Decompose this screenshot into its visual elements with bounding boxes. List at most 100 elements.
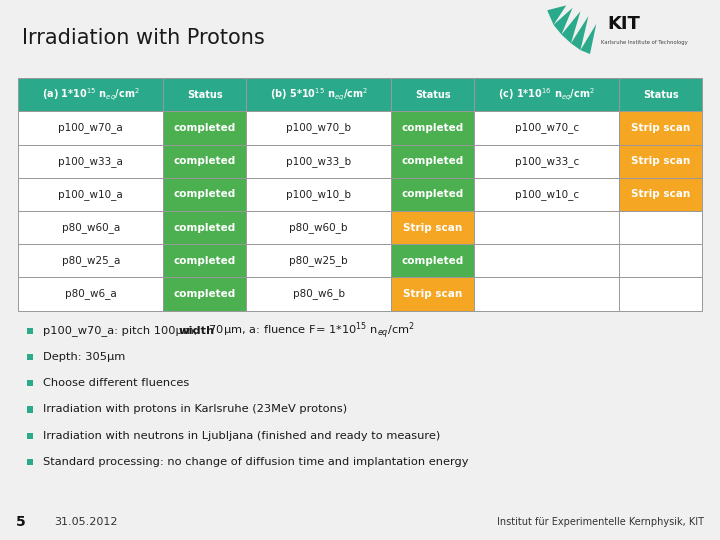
Text: KIT: KIT <box>608 15 640 33</box>
Text: completed: completed <box>174 222 236 233</box>
Text: Irradiation with Protons: Irradiation with Protons <box>22 28 264 48</box>
Bar <box>18 145 163 178</box>
Text: Strip scan: Strip scan <box>631 190 690 199</box>
Text: p100_w70_b: p100_w70_b <box>287 123 351 133</box>
Text: p100_w70_a: pitch 100μm,: p100_w70_a: pitch 100μm, <box>43 325 201 336</box>
Bar <box>246 178 392 211</box>
Bar <box>18 244 163 278</box>
Bar <box>18 78 163 111</box>
Text: p80_w25_a: p80_w25_a <box>61 255 120 266</box>
Bar <box>474 244 619 278</box>
Polygon shape <box>571 16 588 50</box>
Text: Status: Status <box>415 90 451 100</box>
Bar <box>163 145 246 178</box>
Text: (b) 5*10$^{15}$ n$_{eq}$/cm$^{2}$: (b) 5*10$^{15}$ n$_{eq}$/cm$^{2}$ <box>269 87 368 103</box>
Text: Standard processing: no change of diffusion time and implantation energy: Standard processing: no change of diffus… <box>43 457 469 467</box>
Text: Strip scan: Strip scan <box>631 123 690 133</box>
Bar <box>619 78 702 111</box>
Text: p100_w33_a: p100_w33_a <box>58 156 123 167</box>
Text: Irradiation with protons in Karlsruhe (23MeV protons): Irradiation with protons in Karlsruhe (2… <box>43 404 347 415</box>
Bar <box>392 145 474 178</box>
Bar <box>18 278 163 310</box>
Text: Choose different fluences: Choose different fluences <box>43 378 189 388</box>
Bar <box>619 244 702 278</box>
Text: p80_w6_b: p80_w6_b <box>293 288 345 299</box>
Bar <box>163 78 246 111</box>
Bar <box>246 244 392 278</box>
Text: completed: completed <box>402 190 464 199</box>
Bar <box>27 354 33 360</box>
Bar <box>246 278 392 310</box>
Bar <box>163 211 246 244</box>
Bar <box>474 145 619 178</box>
Bar <box>474 278 619 310</box>
Bar <box>392 278 474 310</box>
Bar <box>27 407 33 413</box>
Bar <box>619 178 702 211</box>
Bar <box>246 111 392 145</box>
Polygon shape <box>554 8 572 35</box>
Text: p100_w10_b: p100_w10_b <box>287 189 351 200</box>
Text: Strip scan: Strip scan <box>631 156 690 166</box>
Text: p80_w60_b: p80_w60_b <box>289 222 348 233</box>
Bar <box>474 111 619 145</box>
Text: 5: 5 <box>16 516 26 529</box>
Polygon shape <box>580 24 596 54</box>
Bar <box>619 111 702 145</box>
Bar <box>392 78 474 111</box>
Text: Depth: 305μm: Depth: 305μm <box>43 352 125 362</box>
Text: p80_w25_b: p80_w25_b <box>289 255 348 266</box>
Text: 70μm, a: fluence F= 1*10$^{15}$ n$_{eq}$/cm$^{2}$: 70μm, a: fluence F= 1*10$^{15}$ n$_{eq}$… <box>205 320 415 341</box>
Text: p100_w10_a: p100_w10_a <box>58 189 123 200</box>
Bar <box>474 178 619 211</box>
Bar <box>27 380 33 386</box>
Text: p100_w33_b: p100_w33_b <box>286 156 351 167</box>
Bar <box>619 211 702 244</box>
Text: 31.05.2012: 31.05.2012 <box>54 517 117 528</box>
Bar <box>163 244 246 278</box>
Text: p100_w10_c: p100_w10_c <box>515 189 579 200</box>
Bar <box>18 178 163 211</box>
Text: Status: Status <box>187 90 222 100</box>
Bar <box>246 211 392 244</box>
Polygon shape <box>562 11 580 43</box>
Bar <box>246 145 392 178</box>
Bar <box>619 278 702 310</box>
Text: Irradiation with neutrons in Ljubljana (finished and ready to measure): Irradiation with neutrons in Ljubljana (… <box>43 431 441 441</box>
Bar <box>392 178 474 211</box>
Bar <box>27 433 33 439</box>
Polygon shape <box>547 5 566 25</box>
Text: completed: completed <box>174 156 236 166</box>
Bar <box>18 111 163 145</box>
Bar <box>392 111 474 145</box>
Text: p100_w70_a: p100_w70_a <box>58 123 123 133</box>
Bar <box>392 244 474 278</box>
Bar <box>18 211 163 244</box>
Text: p100_w33_c: p100_w33_c <box>515 156 579 167</box>
Bar <box>474 78 619 111</box>
Text: p80_w60_a: p80_w60_a <box>62 222 120 233</box>
Text: p100_w70_c: p100_w70_c <box>515 123 579 133</box>
Text: Karlsruhe Institute of Technology: Karlsruhe Institute of Technology <box>601 40 688 45</box>
Bar <box>27 328 33 334</box>
Text: completed: completed <box>402 256 464 266</box>
Text: p80_w6_a: p80_w6_a <box>65 288 117 299</box>
Text: width: width <box>179 326 215 336</box>
Text: completed: completed <box>402 123 464 133</box>
Text: completed: completed <box>174 289 236 299</box>
Text: Strip scan: Strip scan <box>403 289 462 299</box>
Text: completed: completed <box>174 190 236 199</box>
Bar <box>619 145 702 178</box>
Bar <box>163 111 246 145</box>
Text: (c) 1*10$^{16}$ n$_{eq}$/cm$^{2}$: (c) 1*10$^{16}$ n$_{eq}$/cm$^{2}$ <box>498 87 595 103</box>
Bar <box>163 278 246 310</box>
Text: completed: completed <box>174 123 236 133</box>
Bar <box>246 78 392 111</box>
Text: Strip scan: Strip scan <box>403 222 462 233</box>
Bar <box>27 459 33 465</box>
Bar <box>474 211 619 244</box>
Text: completed: completed <box>174 256 236 266</box>
Bar <box>163 178 246 211</box>
Text: Status: Status <box>643 90 678 100</box>
Text: (a) 1*10$^{15}$ n$_{eq}$/cm$^{2}$: (a) 1*10$^{15}$ n$_{eq}$/cm$^{2}$ <box>42 87 140 103</box>
